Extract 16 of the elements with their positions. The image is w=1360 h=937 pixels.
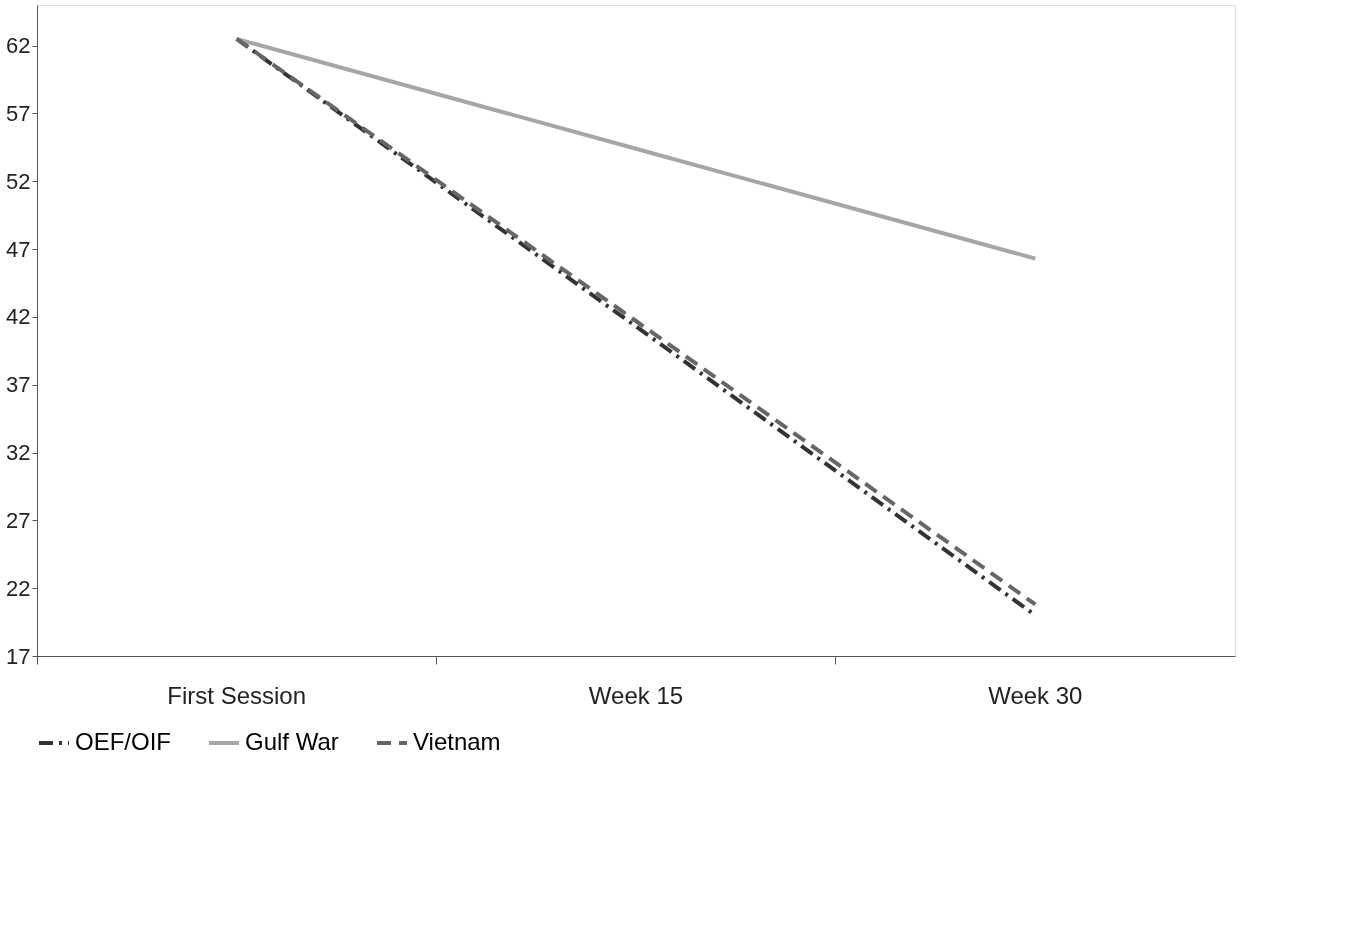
y-tick-label: 32	[6, 440, 31, 466]
y-tick-label: 22	[6, 575, 31, 601]
y-tick-label: 27	[6, 507, 31, 533]
y-tick-label: 57	[6, 101, 31, 126]
y-tick-label: 52	[6, 168, 31, 194]
legend-label: Vietnam	[413, 728, 501, 755]
x-tick-label: Week 30	[988, 681, 1083, 709]
x-tick-label: Week 15	[588, 681, 684, 709]
legend-label: Gulf War	[245, 728, 339, 755]
x-tick-label: First Session	[167, 681, 307, 709]
y-tick-label: 42	[6, 304, 31, 330]
legend-label: OEF/OIF	[75, 728, 171, 755]
y-tick-label: 47	[6, 236, 31, 262]
y-tick-label: 37	[6, 372, 31, 398]
y-tick-label: 62	[6, 33, 31, 59]
y-tick-label: 17	[6, 643, 31, 669]
